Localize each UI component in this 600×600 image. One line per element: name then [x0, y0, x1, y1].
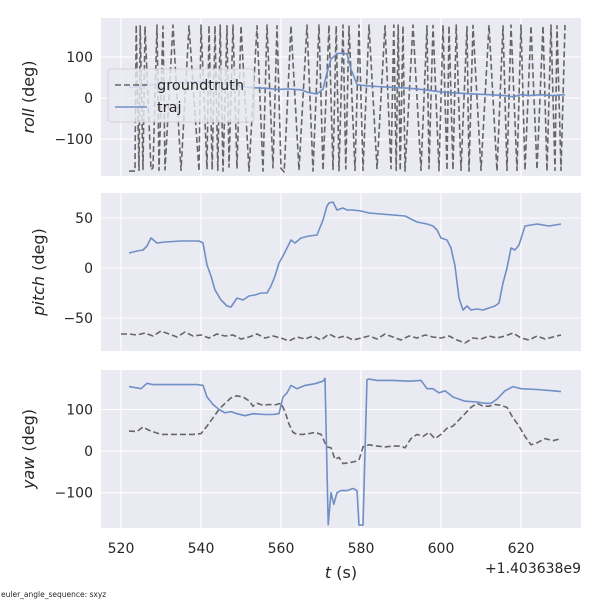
legend: groundtruth traj	[107, 68, 255, 123]
yaw-panel: 100 0 −100 yaw (deg)	[19, 370, 581, 528]
pitch-y-tick-label: 50	[75, 211, 93, 227]
roll-panel: 100 0 −100 roll (deg) groundtruth traj	[19, 18, 581, 176]
pitch-y-ticks: 50 0 −50	[63, 211, 93, 327]
pitch-series	[121, 201, 562, 344]
x-tick-label: 520	[108, 541, 135, 557]
roll-y-tick-label: −100	[55, 132, 93, 148]
x-axis-ticks: 520 540 560 580 600 620	[108, 541, 535, 557]
legend-groundtruth-label: groundtruth	[157, 78, 244, 94]
yaw-gridlines	[101, 370, 581, 528]
x-tick-label: 540	[188, 541, 215, 557]
roll-y-ticks: 100 0 −100	[55, 50, 93, 148]
pitch-gridlines	[101, 193, 581, 351]
roll-groundtruth-line	[129, 24, 566, 173]
x-tick-label: 580	[348, 541, 375, 557]
yaw-y-tick-label: 0	[84, 444, 93, 460]
yaw-y-ticks: 100 0 −100	[55, 403, 93, 502]
pitch-plot-background	[101, 193, 581, 351]
roll-y-tick-label: 100	[66, 50, 93, 66]
pitch-traj-line	[128, 201, 562, 311]
pitch-groundtruth-line	[121, 330, 562, 344]
pitch-y-tick-label: 0	[84, 261, 93, 277]
legend-traj-label: traj	[157, 100, 182, 116]
yaw-axis-label: yaw (deg)	[19, 409, 38, 490]
x-axis-label: t (s)	[325, 563, 357, 582]
x-tick-label: 600	[428, 541, 455, 557]
roll-y-tick-label: 0	[84, 91, 93, 107]
pitch-panel: 50 0 −50 pitch (deg)	[29, 193, 581, 351]
euler-angle-footnote: euler_angle_sequence: sxyz	[1, 590, 106, 599]
yaw-y-tick-label: −100	[55, 486, 93, 502]
pitch-y-tick-label: −50	[63, 311, 93, 327]
yaw-traj-line	[128, 377, 562, 526]
yaw-series	[128, 377, 562, 526]
yaw-y-tick-label: 100	[66, 403, 93, 419]
x-tick-label: 620	[508, 541, 535, 557]
roll-axis-label: roll (deg)	[19, 61, 38, 134]
x-axis-offset: +1.403638e9	[485, 561, 581, 577]
x-tick-label: 560	[268, 541, 295, 557]
legend-box	[107, 68, 255, 123]
yaw-plot-background	[101, 370, 581, 528]
pitch-axis-label: pitch (deg)	[29, 228, 48, 317]
yaw-groundtruth-line	[128, 395, 562, 465]
